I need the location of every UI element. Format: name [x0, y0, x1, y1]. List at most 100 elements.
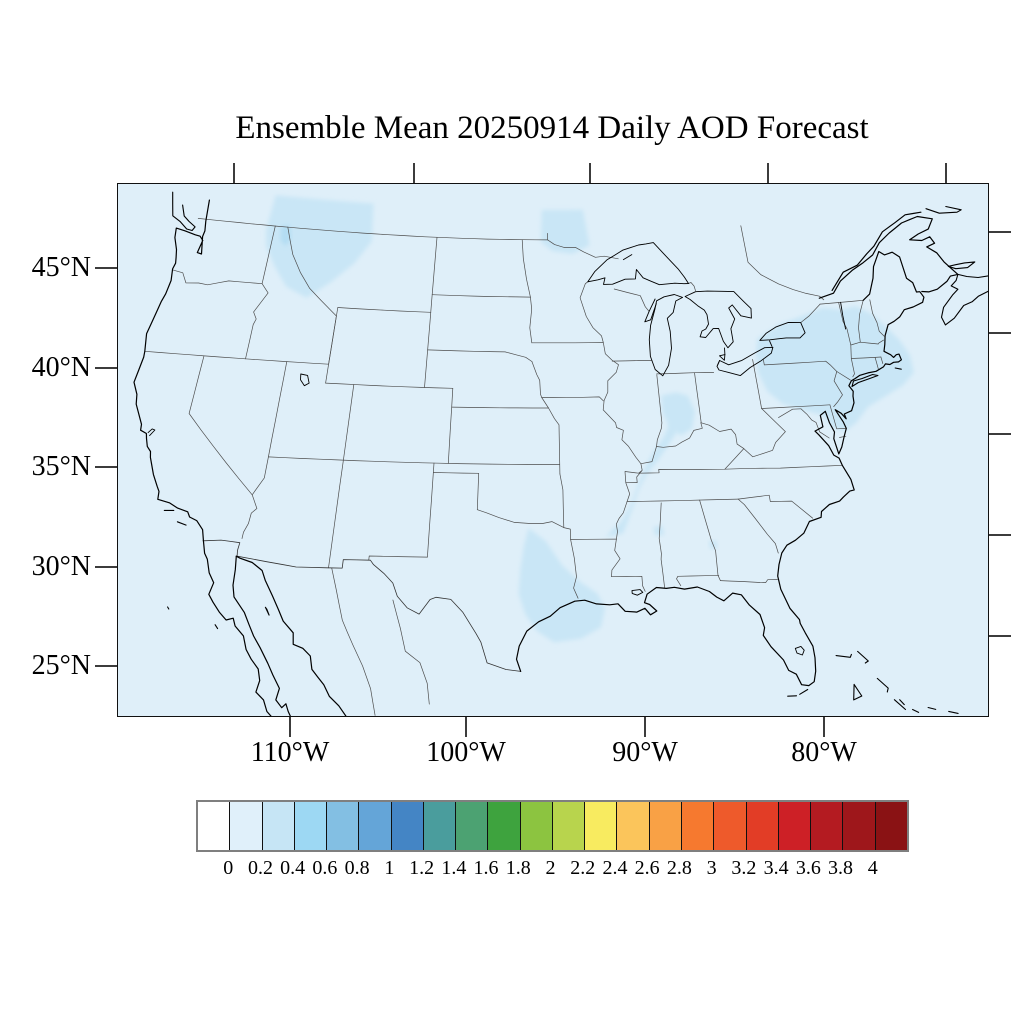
state-border-line [197, 218, 549, 241]
state-border-line [737, 498, 779, 554]
colorbar-cell [552, 802, 586, 850]
state-border-line [737, 494, 814, 519]
coastline [235, 555, 347, 716]
lon-tick-bottom [465, 717, 467, 737]
colorbar-tick-label: 3.6 [795, 857, 821, 879]
state-border-line [761, 404, 831, 409]
aod-patch [606, 421, 679, 538]
colorbar-tick-label: 0.2 [247, 857, 273, 879]
colorbar-tick-label: 2.2 [570, 857, 596, 879]
state-border-line [800, 303, 821, 323]
colorbar-cell [778, 802, 812, 850]
colorbar-tick-label: 1.2 [409, 857, 435, 879]
lake-outline [648, 294, 684, 377]
state-border-line [447, 387, 454, 464]
colorbar-cell [811, 802, 844, 850]
state-border-line [331, 567, 376, 716]
lat-tick-right [989, 635, 1011, 637]
state-border-line [433, 472, 480, 511]
state-border-line [427, 462, 435, 558]
island-outline [899, 699, 905, 706]
state-border-line [325, 382, 454, 389]
state-border-line [611, 360, 652, 362]
state-border-line [658, 502, 665, 588]
colorbar-cell [423, 802, 457, 850]
state-border-line [829, 404, 847, 430]
state-border-line [547, 232, 619, 260]
aod-patch [540, 209, 590, 254]
state-border-line [541, 397, 561, 475]
state-border-line [611, 576, 646, 592]
island-outline [853, 683, 863, 701]
state-border-line [521, 239, 531, 298]
colorbar-cell [617, 802, 650, 850]
lat-axis-label: 45°N [31, 252, 91, 283]
page-title: Ensemble Mean 20250914 Daily AOD Forecas… [235, 110, 869, 146]
colorbar-tick-label: 1.4 [441, 857, 467, 879]
state-border-line [724, 448, 745, 470]
state-border-line [392, 599, 430, 705]
state-border-line [268, 456, 560, 465]
colorbar-cell [714, 802, 747, 850]
aod-patch [653, 525, 665, 536]
lat-axis-label: 25°N [31, 650, 91, 681]
lake-outline [717, 360, 721, 366]
state-border-line [778, 408, 802, 418]
colorbar-tick-label: 3.2 [731, 857, 757, 879]
island-outline [172, 191, 196, 232]
lake-outline [300, 373, 310, 387]
colorbar-tick-label: 4 [867, 857, 878, 879]
island-outline [925, 205, 962, 214]
state-border-line [850, 339, 884, 346]
lon-tick-bottom [289, 717, 291, 737]
lake-outline [587, 242, 689, 286]
state-border-line [245, 283, 269, 360]
lat-tick-left [95, 367, 117, 369]
state-border-line [531, 361, 543, 398]
lat-tick-right [989, 534, 1011, 536]
state-border-line [251, 361, 288, 496]
state-border-line [624, 470, 642, 484]
colorbar-tick-label: 2.8 [666, 857, 692, 879]
colorbar-cell [843, 802, 876, 850]
state-border-line [424, 236, 438, 388]
colorbar-tick-label: 2 [545, 857, 556, 879]
lake-outline [794, 645, 805, 656]
state-border-line [261, 225, 276, 285]
colorbar-cell [359, 802, 392, 850]
island-outline [947, 261, 976, 270]
island-outline [214, 624, 219, 630]
state-border-line [626, 498, 739, 502]
lon-tick-top [589, 163, 591, 183]
state-border-line [328, 384, 355, 569]
lat-tick-left [95, 566, 117, 568]
coastline [831, 211, 922, 291]
lat-axis-label: 40°N [31, 352, 91, 383]
lon-tick-top [945, 163, 947, 183]
lake-outline [644, 298, 657, 323]
map-plot-area [117, 183, 989, 717]
colorbar-tick-label: 3.8 [828, 857, 854, 879]
colorbar-cell [488, 802, 521, 850]
state-border-line [858, 299, 864, 343]
colorbar-tick-label: 1.6 [473, 857, 499, 879]
state-border-line [529, 296, 533, 344]
lake-outline [759, 321, 806, 341]
state-border-line [656, 372, 715, 375]
colorbar-tick-label: 0.4 [280, 857, 306, 879]
state-border-line [869, 299, 885, 337]
state-border-line [700, 422, 745, 449]
colorbar-cell [746, 802, 779, 850]
colorbar-cell [391, 802, 424, 850]
state-border-line [694, 372, 702, 424]
colorbar-cell [875, 802, 907, 850]
state-border-line [615, 482, 631, 540]
state-border-line [743, 408, 786, 458]
lake-outline [684, 290, 752, 349]
lon-axis-label: 90°W [612, 737, 678, 768]
state-border-line [819, 299, 864, 305]
island-outline [264, 606, 270, 616]
state-border-line [144, 350, 329, 365]
lake-outline [716, 346, 774, 377]
